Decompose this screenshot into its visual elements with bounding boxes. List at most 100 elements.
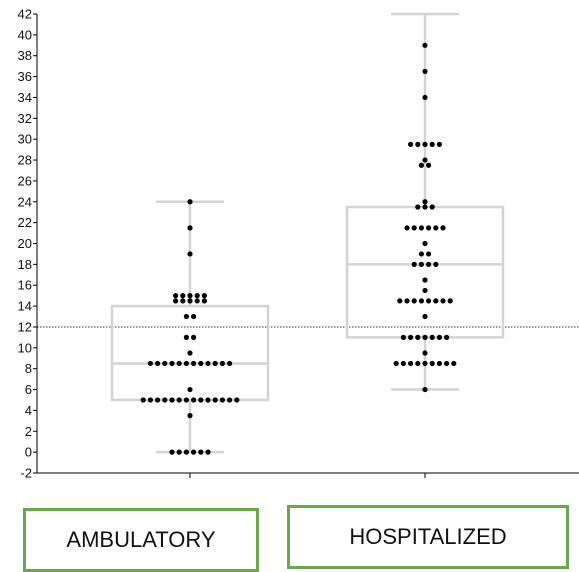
data-point bbox=[426, 298, 432, 304]
data-point bbox=[169, 449, 175, 455]
data-point bbox=[426, 162, 432, 168]
data-point bbox=[422, 386, 428, 393]
y-tick-label: 24 bbox=[18, 194, 32, 209]
data-point bbox=[422, 141, 428, 147]
data-point bbox=[418, 251, 424, 257]
data-point bbox=[422, 94, 428, 101]
data-point bbox=[451, 360, 457, 367]
data-point bbox=[198, 449, 204, 455]
data-point bbox=[169, 397, 175, 403]
data-point bbox=[183, 449, 189, 455]
data-point bbox=[415, 360, 421, 367]
data-point bbox=[183, 313, 189, 320]
data-point bbox=[422, 313, 428, 320]
data-point bbox=[147, 397, 153, 403]
y-tick-label: 4 bbox=[25, 403, 32, 418]
data-point bbox=[187, 293, 193, 299]
y-tick-label: 8 bbox=[25, 361, 32, 376]
data-point bbox=[436, 360, 442, 367]
data-point bbox=[415, 141, 421, 147]
data-point bbox=[205, 397, 211, 403]
data-point bbox=[408, 360, 414, 367]
data-point bbox=[415, 204, 421, 210]
data-point bbox=[429, 141, 435, 147]
data-point bbox=[422, 277, 428, 283]
data-point bbox=[169, 360, 175, 367]
box-layer bbox=[110, 12, 505, 454]
data-point bbox=[194, 293, 200, 299]
data-point bbox=[187, 413, 193, 419]
data-point bbox=[400, 360, 406, 367]
box-dot-chart: -202468101214161820222426283032343638404… bbox=[18, 7, 579, 481]
y-tick-label: 26 bbox=[18, 173, 32, 188]
data-point bbox=[422, 157, 428, 163]
y-tick-label: 20 bbox=[18, 236, 32, 251]
data-point bbox=[418, 261, 424, 267]
data-point bbox=[408, 334, 414, 340]
data-point bbox=[191, 449, 197, 455]
data-point bbox=[180, 298, 186, 304]
data-point bbox=[191, 313, 197, 320]
data-point bbox=[444, 360, 450, 367]
data-point bbox=[429, 204, 435, 210]
data-point bbox=[155, 360, 161, 367]
data-point bbox=[173, 298, 179, 304]
data-point bbox=[400, 334, 406, 340]
data-point bbox=[397, 298, 403, 304]
data-point bbox=[227, 397, 233, 403]
data-point bbox=[436, 334, 442, 340]
group-label-ambulatory-text: AMBULATORY bbox=[66, 527, 216, 552]
data-point bbox=[234, 397, 240, 403]
data-point bbox=[219, 397, 225, 403]
y-tick-label: 16 bbox=[18, 278, 32, 293]
data-point bbox=[219, 360, 225, 367]
y-tick-label: 36 bbox=[18, 69, 32, 84]
data-point bbox=[140, 397, 146, 403]
data-point bbox=[411, 298, 417, 304]
data-point bbox=[205, 360, 211, 367]
data-point bbox=[162, 360, 168, 367]
data-point bbox=[422, 350, 428, 356]
point-layer bbox=[140, 42, 457, 455]
data-point bbox=[426, 225, 432, 231]
data-point bbox=[426, 261, 432, 267]
data-point bbox=[176, 449, 182, 455]
data-point bbox=[418, 225, 424, 231]
data-point bbox=[418, 162, 424, 168]
data-point bbox=[444, 334, 450, 340]
y-tick-label: 34 bbox=[18, 90, 32, 105]
data-point bbox=[173, 293, 179, 299]
data-point bbox=[147, 360, 153, 367]
data-point bbox=[212, 397, 218, 403]
iqr-box bbox=[110, 304, 270, 402]
y-tick-label: 10 bbox=[18, 340, 32, 355]
data-point bbox=[183, 397, 189, 403]
data-point bbox=[426, 251, 432, 257]
data-point bbox=[201, 298, 207, 304]
data-point bbox=[205, 449, 211, 455]
data-point bbox=[411, 225, 417, 231]
data-point bbox=[191, 397, 197, 403]
data-point bbox=[212, 360, 218, 367]
y-tick-label: 40 bbox=[18, 27, 32, 42]
y-tick-label: 18 bbox=[18, 257, 32, 272]
data-point bbox=[408, 141, 414, 147]
data-point bbox=[198, 360, 204, 367]
y-tick-label: 28 bbox=[18, 153, 32, 168]
data-point bbox=[433, 298, 439, 304]
data-point bbox=[429, 360, 435, 367]
data-point bbox=[440, 225, 446, 231]
data-point bbox=[422, 240, 428, 247]
y-tick-label: 32 bbox=[18, 111, 32, 126]
data-point bbox=[433, 261, 439, 267]
data-point bbox=[393, 360, 399, 367]
data-point bbox=[187, 225, 193, 231]
data-point bbox=[194, 298, 200, 304]
data-point bbox=[155, 397, 161, 403]
y-tick-label: 14 bbox=[18, 299, 32, 314]
y-axis: -202468101214161820222426283032343638404… bbox=[18, 7, 579, 481]
data-point bbox=[418, 298, 424, 304]
data-point bbox=[429, 334, 435, 340]
data-point bbox=[404, 225, 410, 231]
data-point bbox=[176, 360, 182, 367]
